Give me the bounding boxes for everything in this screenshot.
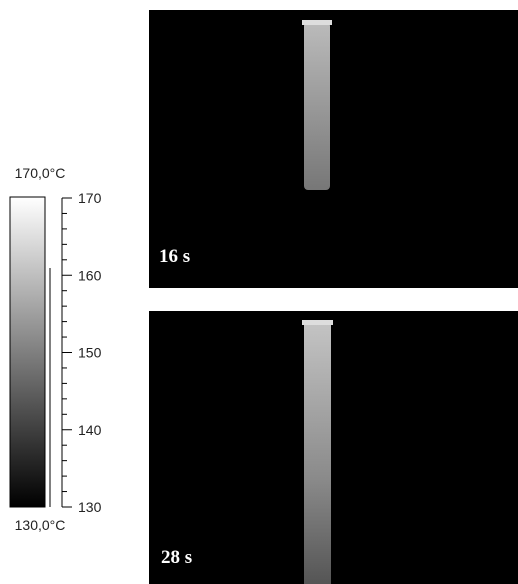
panel-label: 28 s [161,547,192,568]
thermal-image [149,10,518,288]
tick-label: 130 [78,499,102,515]
tick-label: 150 [78,345,102,361]
min-label: 130,0°C [15,517,66,533]
rod [304,22,330,190]
rod-top [302,320,333,325]
tick-label: 170 [78,190,102,206]
tick-label: 140 [78,422,102,438]
colorbar [9,196,46,508]
max-label: 170,0°C [15,165,66,181]
tick-label: 160 [78,267,102,283]
rod-top [302,20,332,25]
rod [304,322,331,584]
panel-label: 16 s [159,246,190,267]
thermal-image [149,311,518,584]
